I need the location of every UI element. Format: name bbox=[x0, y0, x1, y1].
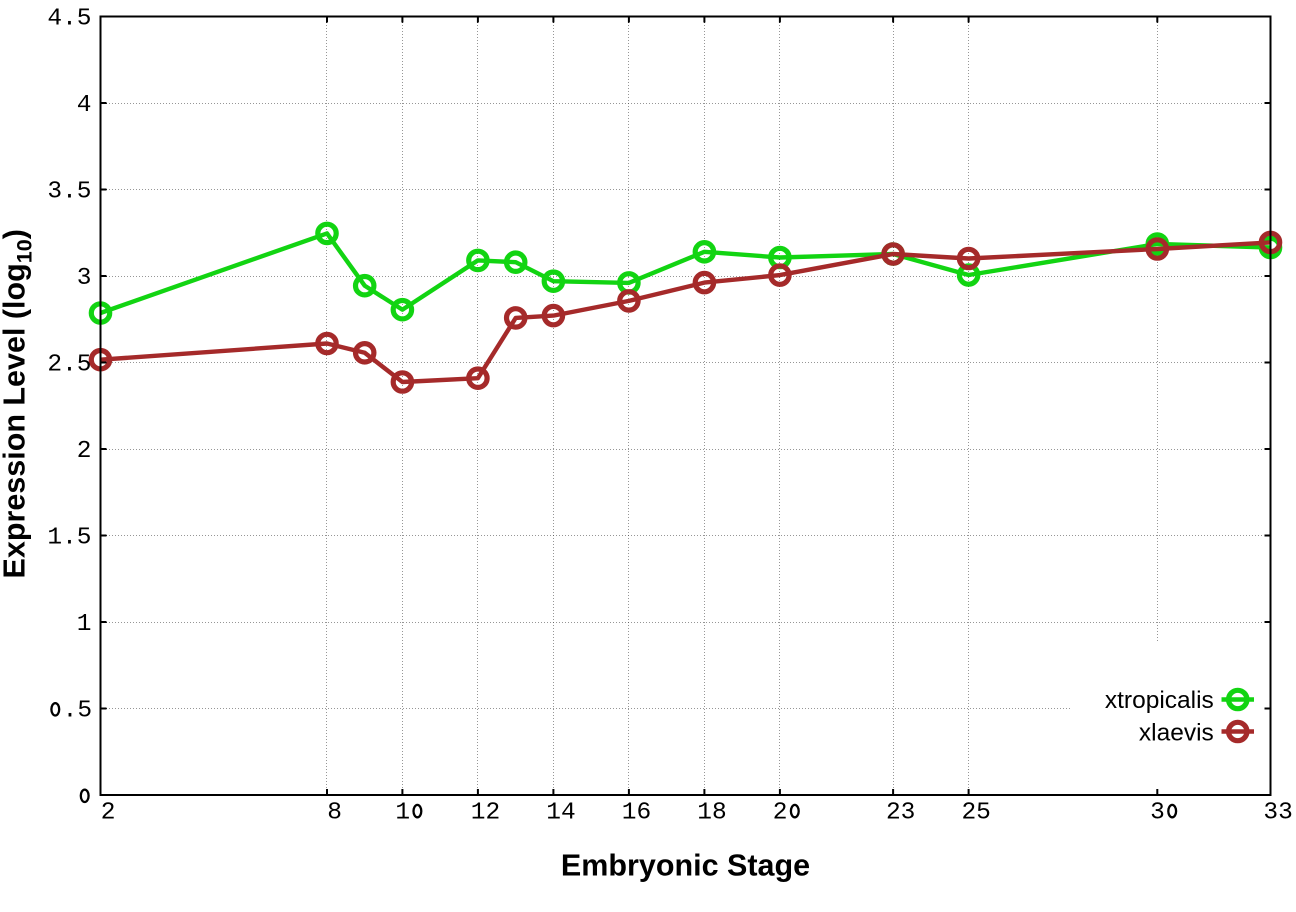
svg-text:16: 16 bbox=[622, 800, 651, 827]
svg-text:4: 4 bbox=[77, 92, 92, 119]
svg-text:8: 8 bbox=[327, 800, 342, 827]
svg-text:2.5: 2.5 bbox=[47, 352, 91, 379]
svg-text:2: 2 bbox=[773, 800, 788, 827]
svg-text:3: 3 bbox=[77, 265, 92, 292]
svg-text:xtropicalis: xtropicalis bbox=[1105, 687, 1214, 714]
svg-text:Embryonic Stage: Embryonic Stage bbox=[561, 849, 810, 883]
svg-text:Expression Level (log10): Expression Level (log10) bbox=[0, 229, 37, 578]
svg-text:.: . bbox=[63, 698, 78, 725]
svg-text:1: 1 bbox=[77, 611, 92, 638]
svg-text:1.5: 1.5 bbox=[47, 525, 91, 552]
svg-text:5: 5 bbox=[77, 698, 92, 725]
svg-text:18: 18 bbox=[697, 800, 726, 827]
svg-text:2: 2 bbox=[77, 438, 92, 465]
svg-text:12: 12 bbox=[471, 800, 500, 827]
svg-text:25: 25 bbox=[961, 800, 990, 827]
svg-text:1: 1 bbox=[395, 800, 410, 827]
svg-text:3.5: 3.5 bbox=[47, 179, 91, 206]
svg-text:23: 23 bbox=[886, 800, 915, 827]
svg-text:4.5: 4.5 bbox=[47, 6, 91, 33]
svg-text:xlaevis: xlaevis bbox=[1139, 719, 1214, 746]
svg-text:3: 3 bbox=[1150, 800, 1165, 827]
svg-text:14: 14 bbox=[546, 800, 575, 827]
svg-text:33: 33 bbox=[1263, 800, 1292, 827]
svg-text:2: 2 bbox=[101, 800, 116, 827]
